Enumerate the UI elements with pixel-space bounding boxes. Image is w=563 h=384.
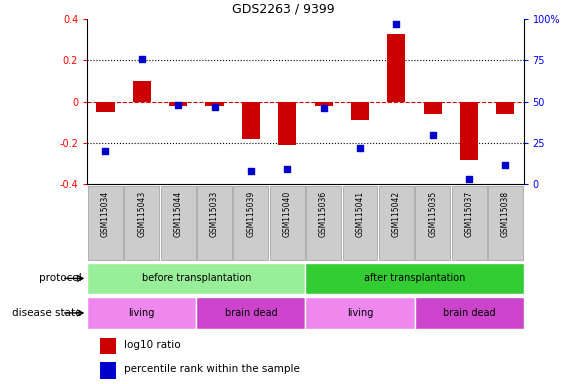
Text: brain dead: brain dead bbox=[225, 308, 277, 318]
Point bbox=[283, 166, 292, 172]
Text: GSM115035: GSM115035 bbox=[428, 190, 437, 237]
Bar bbox=[423, 102, 442, 114]
Bar bbox=[488, 186, 523, 260]
Text: log10 ratio: log10 ratio bbox=[124, 340, 181, 350]
Text: GSM115036: GSM115036 bbox=[319, 190, 328, 237]
Bar bbox=[315, 102, 333, 106]
Point bbox=[428, 132, 437, 138]
Point bbox=[355, 145, 364, 151]
Bar bbox=[87, 263, 305, 294]
Point bbox=[319, 105, 328, 111]
Text: living: living bbox=[347, 308, 373, 318]
Point bbox=[173, 102, 182, 108]
Text: GSM115040: GSM115040 bbox=[283, 190, 292, 237]
Point bbox=[392, 21, 401, 27]
Point bbox=[210, 104, 219, 110]
Text: GSM115041: GSM115041 bbox=[355, 190, 364, 237]
Bar bbox=[460, 102, 478, 160]
Bar bbox=[100, 338, 115, 354]
Text: GSM115037: GSM115037 bbox=[464, 190, 473, 237]
Text: living: living bbox=[128, 308, 155, 318]
Text: GSM115039: GSM115039 bbox=[247, 190, 256, 237]
Bar bbox=[497, 102, 515, 114]
Text: GDS2263 / 9399: GDS2263 / 9399 bbox=[233, 2, 335, 15]
Point bbox=[137, 56, 146, 62]
Bar bbox=[196, 297, 305, 328]
Bar bbox=[342, 186, 377, 260]
Bar bbox=[351, 102, 369, 120]
Bar bbox=[270, 186, 305, 260]
Bar bbox=[197, 186, 232, 260]
Point bbox=[247, 168, 256, 174]
Text: GSM115043: GSM115043 bbox=[137, 190, 146, 237]
Point bbox=[464, 176, 473, 182]
Bar bbox=[205, 102, 224, 106]
Text: protocol: protocol bbox=[39, 273, 82, 283]
Bar bbox=[414, 297, 524, 328]
Text: GSM115038: GSM115038 bbox=[501, 190, 510, 237]
Bar bbox=[169, 102, 187, 106]
Text: brain dead: brain dead bbox=[443, 308, 495, 318]
Bar bbox=[415, 186, 450, 260]
Point bbox=[501, 161, 510, 167]
Bar bbox=[160, 186, 195, 260]
Text: after transplantation: after transplantation bbox=[364, 273, 465, 283]
Bar bbox=[96, 102, 114, 112]
Bar bbox=[387, 34, 405, 102]
Text: GSM115044: GSM115044 bbox=[173, 190, 182, 237]
Text: GSM115033: GSM115033 bbox=[210, 190, 219, 237]
Bar bbox=[242, 102, 260, 139]
Bar bbox=[306, 186, 341, 260]
Text: before transplantation: before transplantation bbox=[142, 273, 251, 283]
Bar bbox=[379, 186, 414, 260]
Text: disease state: disease state bbox=[12, 308, 82, 318]
Text: percentile rank within the sample: percentile rank within the sample bbox=[124, 364, 300, 374]
Bar bbox=[133, 81, 151, 102]
Bar bbox=[87, 297, 196, 328]
Bar bbox=[124, 186, 159, 260]
Bar bbox=[305, 263, 524, 294]
Bar bbox=[278, 102, 296, 145]
Text: GSM115034: GSM115034 bbox=[101, 190, 110, 237]
Bar bbox=[305, 297, 414, 328]
Bar bbox=[88, 186, 123, 260]
Bar bbox=[100, 362, 115, 379]
Bar bbox=[452, 186, 486, 260]
Point bbox=[101, 148, 110, 154]
Text: GSM115042: GSM115042 bbox=[392, 190, 401, 237]
Bar bbox=[234, 186, 269, 260]
